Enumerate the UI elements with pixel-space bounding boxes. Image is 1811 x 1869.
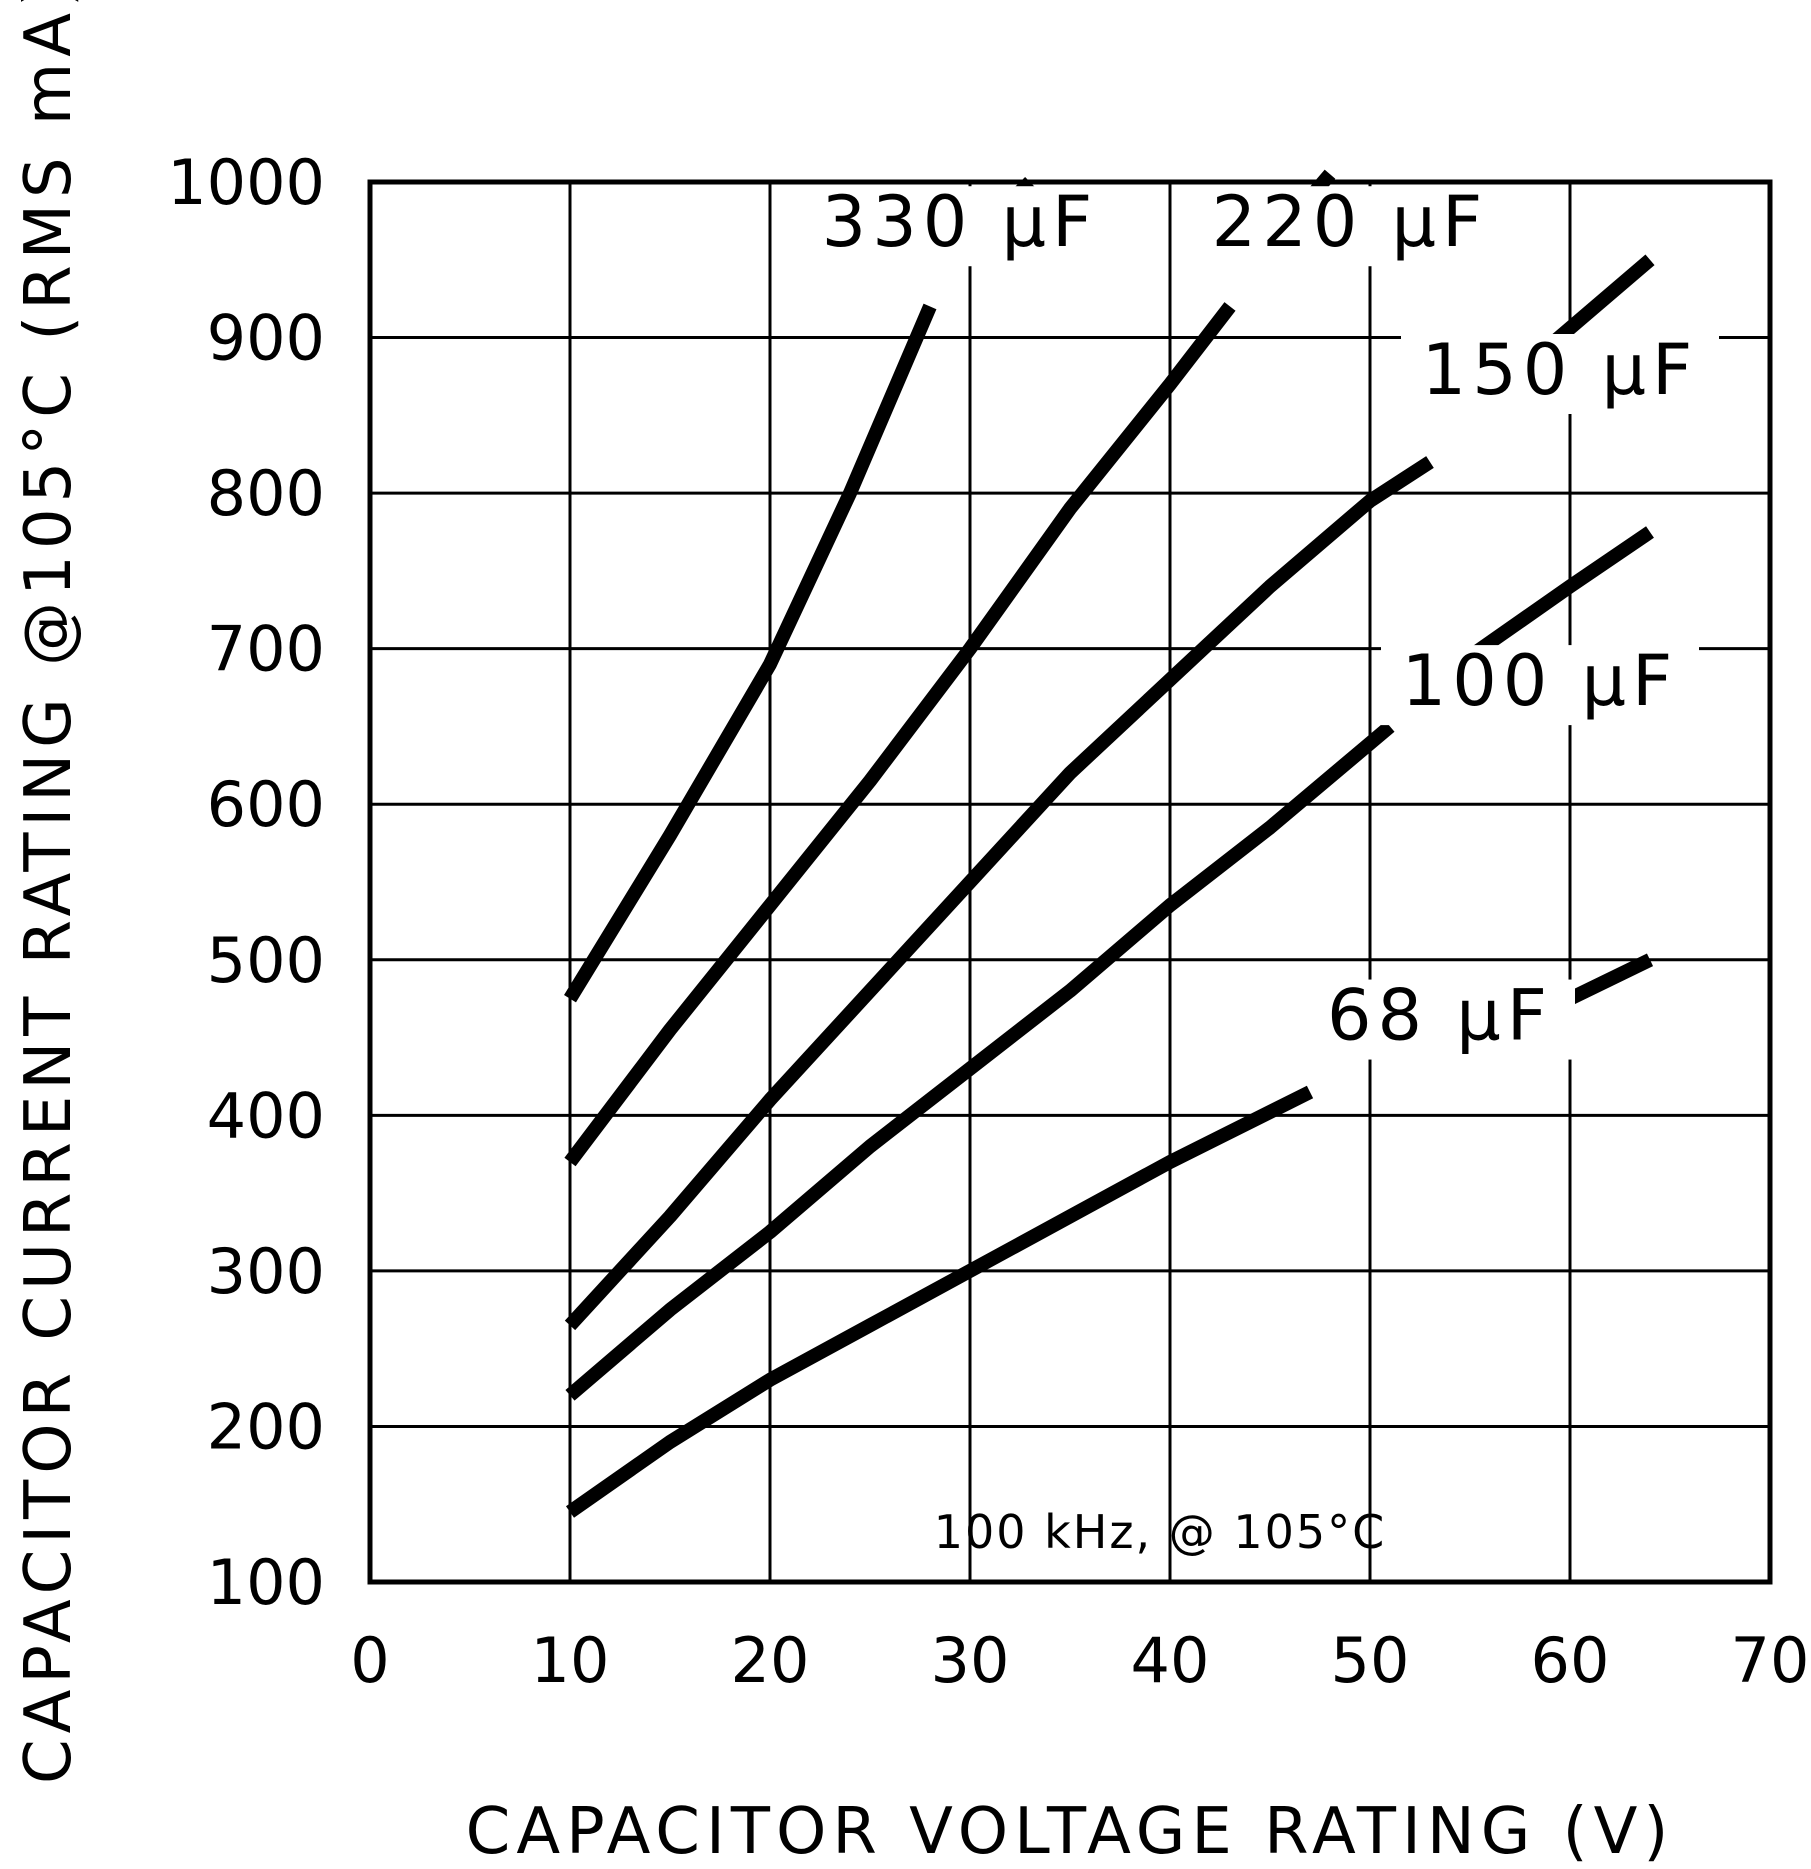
tick-label-layer: 0 10 20 30 40 50 60 70 100 200 300 400 500 600 700 800 9… xyxy=(167,146,1809,1697)
series-label-bg-330f xyxy=(801,186,1119,267)
frame-layer xyxy=(367,179,1773,1585)
chart-annotation: 100 kHz, @ 105°C xyxy=(934,1505,1387,1559)
series-line-100f xyxy=(565,721,1395,1401)
y-axis-label: CAPACITOR CURRENT RATING @105°C (RMS mA) xyxy=(12,0,86,1784)
series-line-tail-68f xyxy=(1566,953,1654,1005)
series-line-330f xyxy=(564,303,937,1003)
x-tick-label-0: 0 xyxy=(350,1624,389,1697)
label-layer: CAPACITOR VOLTAGE RATING (V) CAPACITOR C… xyxy=(12,0,1675,1869)
y-tick-label-300: 300 xyxy=(207,1235,325,1308)
x-tick-label-10: 10 xyxy=(531,1624,610,1697)
x-tick-label-30: 30 xyxy=(931,1624,1010,1697)
x-tick-label-50: 50 xyxy=(1331,1624,1410,1697)
series-label-330f: 330 µF xyxy=(822,181,1099,263)
y-tick-label-500: 500 xyxy=(207,924,325,997)
y-tick-label-400: 400 xyxy=(207,1079,325,1152)
series-line-tail-150f xyxy=(1545,254,1655,351)
series-label-bg-220f xyxy=(1191,186,1509,267)
x-axis-label: CAPACITOR VOLTAGE RATING (V) xyxy=(466,1795,1675,1869)
y-tick-label-100: 100 xyxy=(207,1546,325,1619)
y-tick-label-800: 800 xyxy=(207,457,325,530)
series-label-100f: 100 µF xyxy=(1402,640,1679,722)
series-layer: 330 µF 220 µF 150 µF 100 µF 68 µF xyxy=(564,169,1719,1518)
y-tick-label-1000: 1000 xyxy=(167,146,325,219)
x-tick-label-70: 70 xyxy=(1731,1624,1810,1697)
series-label-220f: 220 µF xyxy=(1212,181,1489,263)
plot-frame xyxy=(367,179,1773,1585)
y-tick-label-200: 200 xyxy=(207,1390,325,1463)
y-tick-label-700: 700 xyxy=(207,613,325,686)
y-tick-label-600: 600 xyxy=(207,768,325,841)
y-tick-label-900: 900 xyxy=(207,302,325,375)
series-label-68f: 68 µF xyxy=(1327,975,1553,1057)
series-label-bg-100f xyxy=(1381,645,1699,726)
series-line-tail-100f xyxy=(1465,526,1654,663)
series-line-150f xyxy=(564,456,1434,1331)
series-label-bg-68f xyxy=(1305,979,1575,1060)
series-line-220f xyxy=(564,302,1236,1167)
x-tick-label-20: 20 xyxy=(731,1624,810,1697)
x-tick-label-40: 40 xyxy=(1131,1624,1210,1697)
x-tick-label-60: 60 xyxy=(1531,1624,1610,1697)
series-label-150f: 150 µF xyxy=(1422,329,1699,411)
series-label-bg-150f xyxy=(1401,334,1719,414)
series-line-68f xyxy=(565,1085,1314,1518)
